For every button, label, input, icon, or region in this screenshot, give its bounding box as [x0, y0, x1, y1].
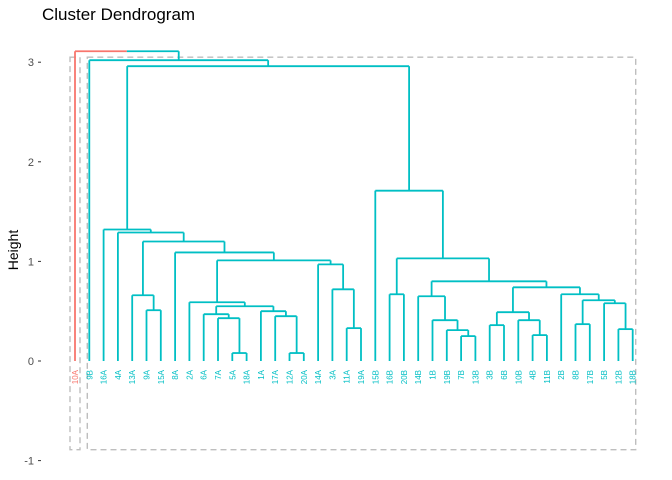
leaf-label: 5B: [600, 370, 609, 380]
leaf-label: 1B: [429, 370, 438, 380]
leaf-label: 14A: [314, 369, 323, 384]
leaf-label: 12A: [286, 369, 295, 384]
y-axis: 3 2 1 0 -1: [24, 57, 41, 468]
leaf-label: 2B: [557, 370, 566, 380]
leaf-label: 9B: [85, 370, 94, 380]
leaf-label: 11B: [543, 370, 552, 384]
leaf-label: 4B: [529, 370, 538, 380]
leaf-label: 15A: [157, 369, 166, 384]
leaf-label: 17A: [271, 369, 280, 384]
leaf-label: 3B: [486, 370, 495, 380]
leaf-labels: 10A 9B 16A 4A 13A 9A 15A 8A 2A 6A 7A 5A 18A 1A 17A 12A 2…: [71, 369, 638, 384]
y-tick-label: 1: [28, 256, 34, 268]
cluster-rect-2: [86, 56, 637, 451]
leaf-label: 7B: [457, 370, 466, 380]
leaf-label: 13A: [128, 369, 137, 384]
leaf-label: 19A: [357, 369, 366, 384]
leaf-label: 6A: [200, 369, 209, 379]
leaf-label: 18B: [629, 370, 638, 384]
leaf-label: 8B: [572, 370, 581, 380]
leaf-label: 9A: [143, 369, 152, 379]
leaf-label: 10B: [514, 370, 523, 384]
y-tick-label: 3: [28, 57, 34, 69]
cluster-rectangles: [69, 56, 637, 451]
leaf-label: 7A: [214, 369, 223, 379]
leaf-label: 5A: [228, 369, 237, 379]
leaf-label: 18A: [243, 369, 252, 384]
leaf-label: 20A: [300, 369, 309, 384]
leaf-label: 17B: [586, 370, 595, 384]
leaf-label: 1A: [257, 369, 266, 379]
y-tick-label: 0: [28, 356, 34, 368]
y-tick-label: -1: [24, 456, 34, 468]
leaf-label: 3A: [328, 369, 337, 379]
leaf-label: 19B: [443, 370, 452, 384]
chart-title: Cluster Dendrogram: [42, 5, 195, 24]
leaf-label: 10A: [71, 369, 80, 384]
dendrogram-branches: [74, 50, 634, 361]
y-tick-label: 2: [28, 157, 34, 169]
leaf-label: 15B: [371, 370, 380, 384]
leaf-label: 14B: [414, 370, 423, 384]
leaf-label: 8A: [171, 369, 180, 379]
leaf-label: 16B: [386, 370, 395, 384]
leaf-label: 13B: [471, 370, 480, 384]
leaf-label: 16A: [100, 369, 109, 384]
leaf-label: 4A: [114, 369, 123, 379]
leaf-label: 12B: [614, 370, 623, 384]
leaf-label: 2A: [185, 369, 194, 379]
leaf-label: 6B: [500, 370, 509, 380]
leaf-label: 11A: [343, 369, 352, 383]
leaf-label: 20B: [400, 370, 409, 384]
y-axis-title: Height: [5, 230, 21, 271]
